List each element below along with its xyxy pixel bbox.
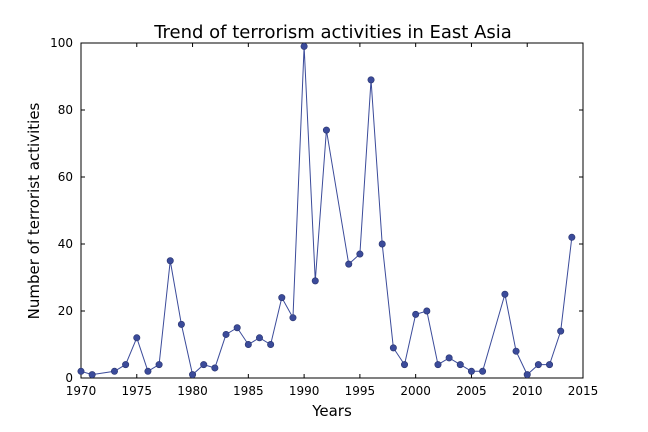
- x-tick-label: 1970: [66, 384, 97, 398]
- data-point: [166, 257, 174, 265]
- x-tick-label: 2005: [456, 384, 487, 398]
- x-tick-label: 2015: [568, 384, 599, 398]
- data-point: [423, 307, 431, 315]
- data-point: [144, 367, 152, 375]
- data-point: [568, 233, 576, 241]
- y-tick-label: 100: [50, 36, 73, 50]
- x-tick-label: 1995: [345, 384, 376, 398]
- plot-frame: [80, 42, 584, 379]
- y-tick-label: 0: [65, 371, 73, 385]
- data-point: [255, 334, 263, 342]
- data-point: [389, 344, 397, 352]
- data-point: [233, 324, 241, 332]
- y-tick-label: 60: [58, 170, 73, 184]
- data-point: [345, 260, 353, 268]
- data-point: [278, 294, 286, 302]
- data-point: [557, 327, 565, 335]
- data-point: [546, 361, 554, 369]
- data-point: [177, 320, 185, 328]
- data-point: [122, 361, 130, 369]
- x-tick-label: 2000: [400, 384, 431, 398]
- data-point: [300, 42, 308, 50]
- data-point: [467, 367, 475, 375]
- data-point: [412, 310, 420, 318]
- data-point: [534, 361, 542, 369]
- series-line: [80, 46, 573, 376]
- data-point: [311, 277, 319, 285]
- x-tick-label: 2010: [512, 384, 543, 398]
- data-point: [133, 334, 141, 342]
- data-point: [456, 361, 464, 369]
- data-point: [155, 361, 163, 369]
- data-point: [77, 367, 85, 375]
- chart-title: Trend of terrorism activities in East As…: [153, 22, 512, 43]
- y-tick-label: 20: [58, 304, 73, 318]
- data-point: [401, 361, 409, 369]
- data-point: [501, 290, 509, 298]
- x-tick-label: 1990: [289, 384, 320, 398]
- data-point: [378, 240, 386, 248]
- x-tick-label: 1975: [122, 384, 153, 398]
- data-point: [445, 354, 453, 362]
- data-point: [222, 330, 230, 338]
- data-point: [267, 340, 275, 348]
- y-tick-label: 40: [58, 237, 73, 251]
- y-tick-label: 80: [58, 103, 73, 117]
- plot-area: 1970 1975 1980 1985 1990 1995 2000 2005 2010 2015…: [50, 36, 598, 398]
- data-point: [479, 367, 487, 375]
- data-point: [110, 367, 118, 375]
- data-point: [200, 361, 208, 369]
- data-point: [189, 371, 197, 379]
- data-point: [367, 76, 375, 84]
- data-point: [434, 361, 442, 369]
- x-tick-label: 1980: [177, 384, 208, 398]
- data-point: [88, 371, 96, 379]
- data-point: [322, 126, 330, 134]
- y-axis-title: Number of terrorist activities: [25, 102, 43, 319]
- data-point: [289, 314, 297, 322]
- data-point: [211, 364, 219, 372]
- data-point: [512, 347, 520, 355]
- x-axis-title: Years: [311, 402, 352, 420]
- data-point: [244, 340, 252, 348]
- data-point: [523, 371, 531, 379]
- data-point: [356, 250, 364, 258]
- x-tick-label: 1985: [233, 384, 264, 398]
